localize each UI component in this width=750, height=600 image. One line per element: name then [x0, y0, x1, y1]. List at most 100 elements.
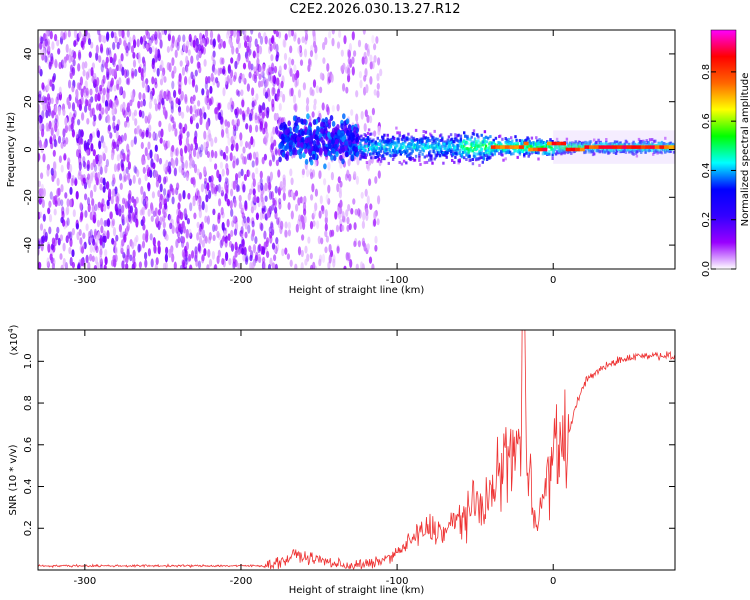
heatmap-cell: [357, 208, 361, 217]
heatmap-cell: [374, 140, 377, 144]
heatmap-cell: [87, 261, 91, 269]
heatmap-cell: [87, 173, 91, 181]
heatmap-cell: [342, 82, 346, 92]
heatmap-cell: [399, 152, 402, 156]
heatmap-cell: [155, 179, 159, 188]
heatmap-cell: [604, 148, 607, 152]
heatmap-cell: [185, 241, 189, 251]
heatmap-cell: [42, 213, 46, 222]
heatmap-cell: [371, 263, 375, 269]
heatmap-cell: [181, 111, 185, 119]
heatmap-cell: [528, 147, 534, 152]
heatmap-cell: [418, 145, 421, 148]
heatmap-cell: [664, 150, 667, 154]
heatmap-cell: [424, 136, 428, 140]
heatmap-cell: [236, 32, 240, 40]
heatmap-cell: [188, 228, 192, 237]
heatmap-cell: [389, 144, 393, 148]
heatmap-cell: [269, 257, 273, 267]
heatmap-cell: [485, 153, 489, 157]
heatmap-cell: [591, 149, 595, 153]
heatmap-cell: [109, 99, 113, 108]
heatmap-cell: [162, 67, 166, 77]
heatmap-cell: [476, 147, 479, 150]
heatmap-cell: [44, 55, 48, 63]
heatmap-cell: [144, 173, 148, 182]
heatmap-cell: [335, 151, 339, 157]
heatmap-cell: [408, 147, 411, 151]
heatmap-cell: [347, 134, 351, 141]
heatmap-cell: [347, 252, 351, 262]
heatmap-cell: [258, 104, 262, 114]
heatmap-cell: [423, 161, 426, 165]
heatmap-cell: [73, 30, 78, 39]
heatmap-cell: [327, 119, 332, 126]
heatmap-cell: [282, 93, 286, 103]
heatmap-cell: [571, 141, 574, 145]
heatmap-cell: [164, 110, 168, 120]
heatmap-cell: [331, 104, 335, 113]
heatmap-cell: [286, 127, 290, 134]
heatmap-cell: [381, 147, 384, 151]
heatmap-cell: [51, 83, 55, 92]
heatmap-cell: [636, 145, 641, 149]
heatmap-cell: [418, 152, 421, 156]
heatmap-cell: [271, 225, 275, 236]
heatmap-cell: [302, 82, 306, 91]
heatmap-cell: [163, 76, 167, 83]
heatmap-cell: [172, 121, 176, 130]
heatmap-cell: [216, 255, 220, 264]
heatmap-cell: [151, 45, 155, 53]
heatmap-cell: [66, 175, 71, 184]
heatmap-cell: [271, 62, 275, 72]
heatmap-cell: [63, 30, 67, 40]
heatmap-cell: [363, 242, 367, 252]
heatmap-cell: [98, 55, 102, 63]
heatmap-cell: [111, 220, 115, 229]
heatmap-cell: [297, 246, 302, 256]
heatmap-cell: [369, 137, 372, 141]
heatmap-cell: [472, 140, 476, 144]
heatmap-cell: [346, 216, 350, 225]
heatmap-cell: [314, 134, 318, 141]
heatmap-cell: [107, 125, 111, 134]
heatmap-cell: [541, 143, 545, 146]
heatmap-cell: [254, 156, 259, 167]
heatmap-cell: [464, 150, 467, 154]
heatmap-cell: [214, 136, 218, 144]
heatmap-cell: [101, 198, 105, 208]
heatmap-cell: [77, 262, 81, 269]
heatmap-cell: [613, 140, 617, 144]
heatmap-cell: [123, 132, 127, 142]
heatmap-cell: [218, 112, 222, 121]
heatmap-cell: [80, 88, 84, 98]
heatmap-cell: [235, 183, 239, 193]
heatmap-cell: [352, 198, 356, 205]
heatmap-cell: [181, 167, 185, 176]
heatmap-cell: [244, 203, 248, 210]
heatmap-cell: [404, 140, 407, 144]
heatmap-cell: [190, 71, 194, 80]
heatmap-cell: [80, 95, 84, 105]
heatmap-cell: [314, 188, 318, 197]
heatmap-cell: [421, 147, 424, 151]
heatmap-cell: [106, 73, 110, 81]
heatmap-cell: [131, 112, 135, 121]
heatmap-cell: [345, 86, 349, 94]
heatmap-cell: [210, 149, 214, 159]
heatmap-cell: [598, 145, 604, 149]
heatmap-cell: [293, 34, 297, 42]
heatmap-cell: [225, 145, 229, 154]
heatmap-cell: [141, 79, 145, 89]
heatmap-cell: [47, 207, 51, 215]
heatmap-cell: [87, 203, 91, 213]
heatmap-cell: [154, 153, 158, 161]
heatmap-cell: [360, 134, 363, 138]
heatmap-cell: [377, 157, 381, 161]
x-tick-label: -200: [230, 576, 253, 587]
heatmap-cell: [188, 33, 192, 43]
heatmap-cells: [38, 30, 675, 269]
heatmap-cell: [164, 203, 168, 210]
heatmap-cell: [89, 88, 93, 96]
heatmap-cell: [113, 240, 117, 247]
